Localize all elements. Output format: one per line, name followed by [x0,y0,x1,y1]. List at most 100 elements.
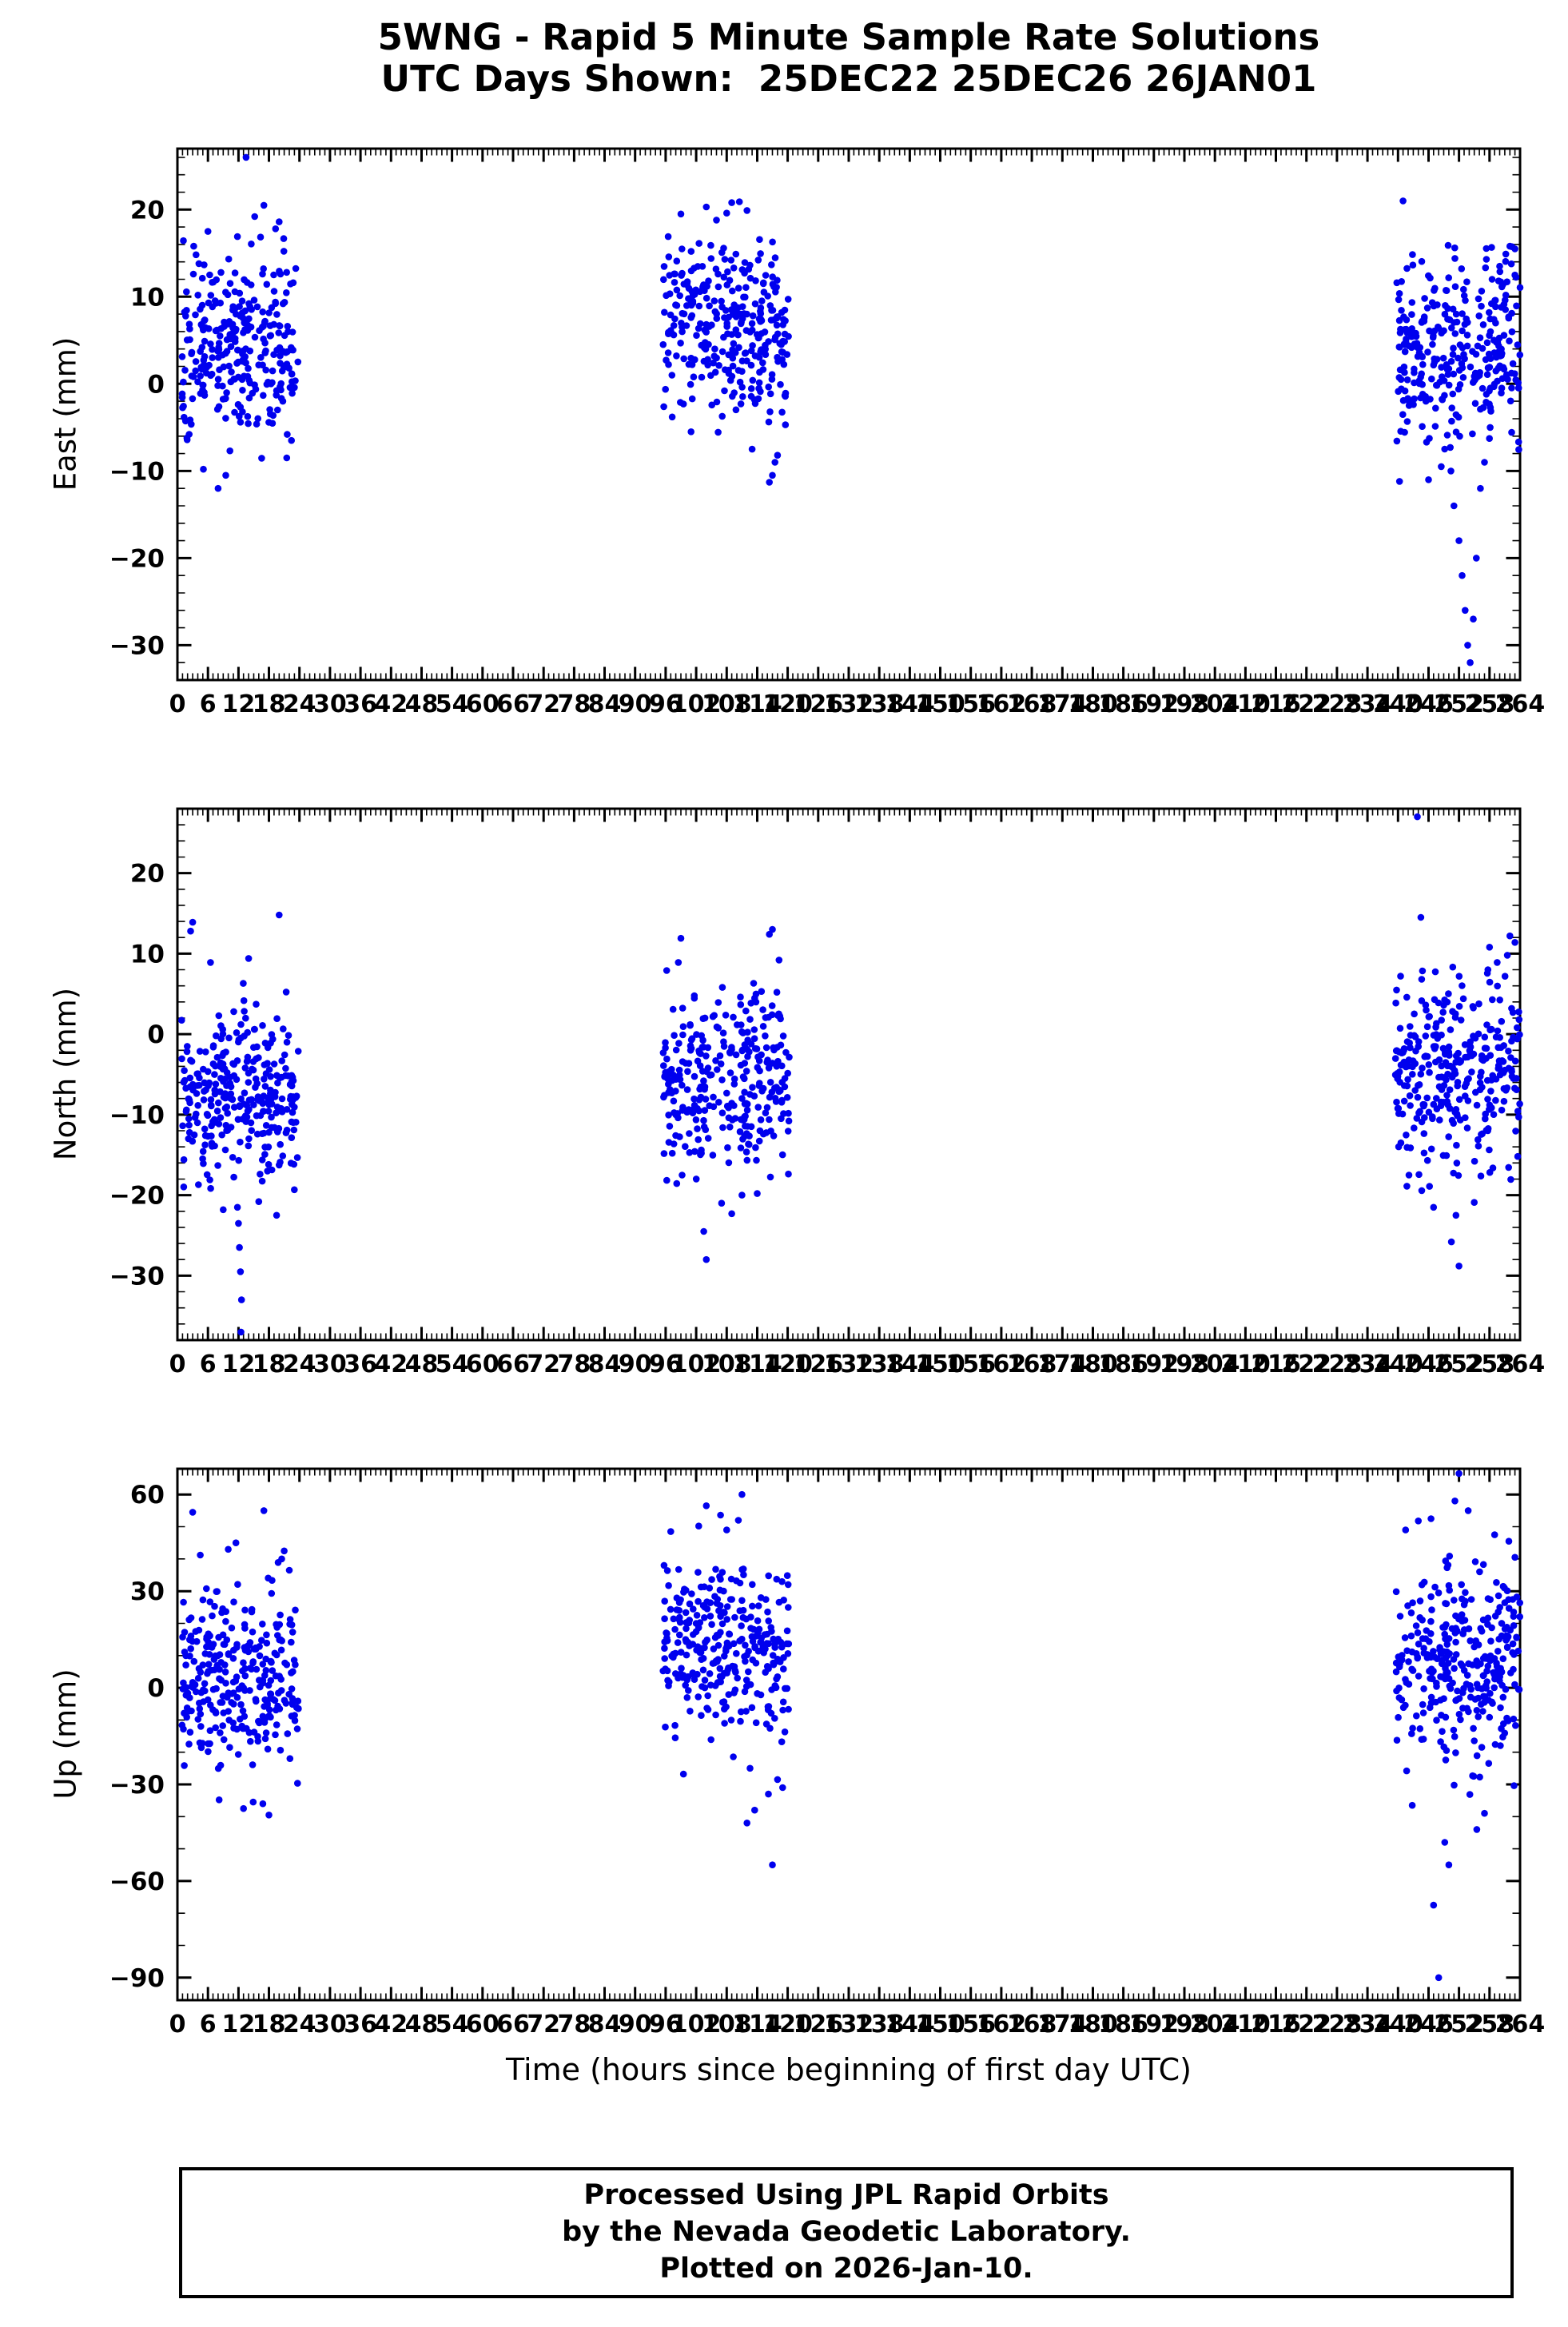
data-point [741,1075,748,1083]
data-point [207,372,214,380]
data-point [216,1675,223,1682]
data-point [1502,250,1510,258]
data-point [1483,1667,1490,1675]
data-point [765,418,773,426]
x-tick-label: 84 [588,690,622,718]
data-point [215,1012,223,1020]
data-point [1465,1708,1472,1716]
data-point [1446,1682,1454,1690]
data-point [1427,1630,1435,1637]
data-point [270,271,277,279]
data-point [1401,1062,1409,1069]
data-point [237,1095,245,1103]
data-point [706,1585,714,1592]
data-point [1409,251,1416,258]
x-tick-label: 264 [1495,2011,1546,2039]
data-point [1427,1617,1435,1625]
data-point [1463,1672,1471,1679]
data-point [1453,1160,1461,1167]
data-point [192,358,200,365]
data-point [1514,1024,1521,1032]
data-point [785,1705,792,1713]
data-point [738,1047,746,1055]
data-point [766,1724,774,1732]
data-point [223,348,231,355]
data-point [226,280,234,288]
data-point [265,1574,272,1582]
data-point [1451,283,1459,291]
data-point [784,1581,792,1589]
data-point [666,272,673,279]
data-point [1462,1589,1469,1597]
data-point [1495,334,1503,342]
x-tick-label: 264 [1495,690,1546,718]
data-point [718,1109,726,1116]
major-ticks [176,1470,1522,1999]
data-point [1465,1625,1473,1633]
data-point [722,1703,730,1711]
data-point [1413,1115,1421,1122]
y-tick-label: −90 [109,1964,165,1993]
data-point [1413,340,1420,348]
data-point [294,358,302,366]
data-point [1443,361,1451,368]
data-point [1452,1749,1459,1756]
x-tick-label: 126 [793,1350,843,1378]
data-point [771,336,778,344]
data-point [272,225,280,233]
data-point [721,256,729,263]
minor-ticks [178,1470,1519,1999]
data-point [1419,360,1427,368]
data-point [273,387,281,395]
data-point [739,1029,746,1036]
data-point [1401,428,1408,436]
data-point [785,1117,793,1125]
minor-ticks [178,808,1519,1341]
data-point [749,1602,756,1610]
data-point [1486,1146,1493,1154]
data-point [181,1649,189,1656]
data-point [686,1042,694,1050]
data-point [774,1776,782,1784]
data-point [203,1643,210,1651]
data-point [1436,1116,1443,1124]
data-point [718,412,726,420]
data-point [772,1684,780,1692]
data-point [1391,1071,1399,1079]
data-point [278,1637,286,1645]
data-point [1481,1809,1488,1817]
data-point [781,1728,789,1736]
data-point [249,1058,257,1065]
data-point [670,322,678,329]
data-point [240,1659,247,1666]
data-point [1426,435,1433,442]
data-point [1462,1092,1469,1100]
data-point [288,1134,296,1141]
data-point [1477,484,1484,492]
data-point [1449,963,1457,971]
data-point [738,1622,745,1629]
data-point [1431,423,1439,430]
data-point [1419,1700,1427,1708]
data-point [1508,384,1515,392]
data-point [766,1173,774,1181]
data-point [209,278,217,286]
data-point [1482,264,1490,272]
data-point [1481,1044,1489,1052]
data-point [231,376,238,383]
data-point [1441,392,1448,400]
data-point [233,1029,241,1036]
data-point [1440,377,1448,384]
data-point [240,996,248,1004]
data-point [1506,397,1514,405]
x-tick-label: 228 [1312,2011,1363,2039]
x-tick-label: 60 [466,1350,499,1378]
data-point [1513,1075,1520,1082]
data-point [678,1665,685,1672]
data-point [738,1635,746,1643]
data-point [778,1577,786,1585]
data-point [1458,265,1466,272]
data-point [738,1021,745,1028]
data-point [1411,1032,1418,1040]
data-point [771,254,779,261]
